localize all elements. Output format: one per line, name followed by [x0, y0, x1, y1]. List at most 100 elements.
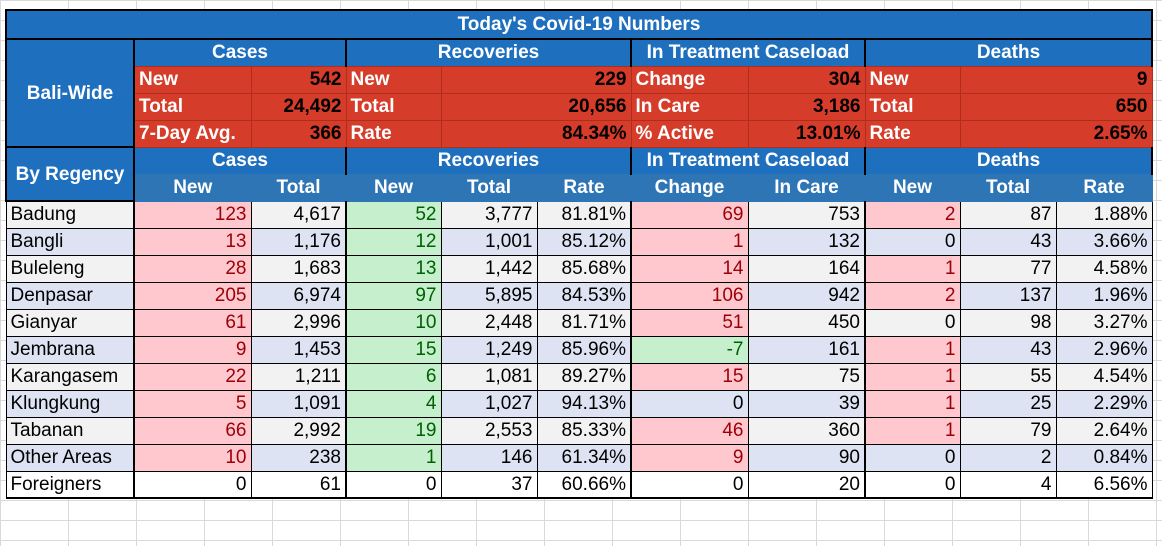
cell-name[interactable]: Tabanan	[5, 416, 135, 445]
subheader-cell[interactable]: Total	[440, 173, 538, 202]
cell-t-care[interactable]: 164	[747, 254, 866, 283]
cell-d-new[interactable]: 1	[864, 416, 961, 445]
cell-name[interactable]: Bangli	[5, 227, 135, 256]
header-treatment[interactable]: In Treatment Caseload	[630, 38, 866, 66]
cell-d-new[interactable]: 0	[864, 227, 961, 256]
cell-r-rate[interactable]: 89.27%	[536, 362, 632, 391]
cell-d-rate[interactable]: 2.29%	[1055, 389, 1153, 418]
subheader-cell[interactable]: New	[864, 173, 961, 202]
cell-r-new[interactable]: 15	[345, 335, 442, 364]
cell-c-total[interactable]: 1,211	[250, 362, 347, 391]
cell-d-total[interactable]: 43	[959, 227, 1057, 256]
cell-d-rate[interactable]: 1.96%	[1055, 281, 1153, 310]
cell-c-new[interactable]: 13	[133, 227, 252, 256]
cell-t-care[interactable]: 161	[747, 335, 866, 364]
subheader-cell[interactable]: In Care	[747, 173, 866, 202]
cell-c-total[interactable]: 6,974	[250, 281, 347, 310]
cell-t-change[interactable]: 1	[630, 227, 749, 256]
header-recoveries-2[interactable]: Recoveries	[345, 146, 632, 174]
cell-t-change[interactable]: 14	[630, 254, 749, 283]
cell-r-rate[interactable]: 85.33%	[536, 416, 632, 445]
cell-r-new[interactable]: 4	[345, 389, 442, 418]
cell-c-new[interactable]: 61	[133, 308, 252, 337]
cell-c-new[interactable]: 22	[133, 362, 252, 391]
cell-r-new[interactable]: 12	[345, 227, 442, 256]
summary-recoveries-value[interactable]: 229	[440, 65, 632, 94]
cell-name[interactable]: Foreigners	[5, 470, 135, 499]
cell-c-total[interactable]: 1,176	[250, 227, 347, 256]
header-treatment-2[interactable]: In Treatment Caseload	[630, 146, 866, 174]
cell-d-new[interactable]: 1	[864, 389, 961, 418]
cell-t-change[interactable]: 69	[630, 200, 749, 229]
cell-name[interactable]: Buleleng	[5, 254, 135, 283]
summary-recoveries-label[interactable]: New	[345, 65, 442, 94]
cell-d-rate[interactable]: 2.64%	[1055, 416, 1153, 445]
cell-r-new[interactable]: 0	[345, 470, 442, 499]
cell-r-total[interactable]: 1,081	[440, 362, 538, 391]
cell-t-change[interactable]: 0	[630, 470, 749, 499]
cell-r-total[interactable]: 1,442	[440, 254, 538, 283]
cell-d-total[interactable]: 2	[959, 443, 1057, 472]
cell-name[interactable]: Other Areas	[5, 443, 135, 472]
cell-d-new[interactable]: 0	[864, 308, 961, 337]
cell-c-total[interactable]: 2,992	[250, 416, 347, 445]
cell-d-new[interactable]: 2	[864, 200, 961, 229]
cell-name[interactable]: Denpasar	[5, 281, 135, 310]
cell-name[interactable]: Jembrana	[5, 335, 135, 364]
cell-c-new[interactable]: 123	[133, 200, 252, 229]
summary-recoveries-label[interactable]: Total	[345, 92, 442, 121]
cell-d-total[interactable]: 137	[959, 281, 1057, 310]
cell-d-new[interactable]: 0	[864, 443, 961, 472]
cell-d-rate[interactable]: 3.66%	[1055, 227, 1153, 256]
summary-treatment-label[interactable]: Change	[630, 65, 749, 94]
summary-deaths-value[interactable]: 9	[959, 65, 1153, 94]
summary-treatment-value[interactable]: 3,186	[747, 92, 866, 121]
cell-r-new[interactable]: 1	[345, 443, 442, 472]
summary-recoveries-label[interactable]: Rate	[345, 119, 442, 148]
cell-r-total[interactable]: 1,027	[440, 389, 538, 418]
cell-c-new[interactable]: 28	[133, 254, 252, 283]
cell-r-new[interactable]: 19	[345, 416, 442, 445]
cell-c-total[interactable]: 2,996	[250, 308, 347, 337]
cell-d-rate[interactable]: 3.27%	[1055, 308, 1153, 337]
table-title[interactable]: Today's Covid-19 Numbers	[5, 9, 1153, 40]
cell-r-rate[interactable]: 85.68%	[536, 254, 632, 283]
cell-r-new[interactable]: 52	[345, 200, 442, 229]
summary-recoveries-value[interactable]: 84.34%	[440, 119, 632, 148]
cell-d-rate[interactable]: 0.84%	[1055, 443, 1153, 472]
cell-t-change[interactable]: 106	[630, 281, 749, 310]
header-deaths[interactable]: Deaths	[864, 38, 1153, 66]
cell-r-rate[interactable]: 81.81%	[536, 200, 632, 229]
cell-r-total[interactable]: 146	[440, 443, 538, 472]
cell-d-total[interactable]: 87	[959, 200, 1057, 229]
cell-t-care[interactable]: 753	[747, 200, 866, 229]
summary-cases-label[interactable]: 7-Day Avg.	[133, 119, 252, 148]
cell-r-rate[interactable]: 94.13%	[536, 389, 632, 418]
cell-d-new[interactable]: 1	[864, 335, 961, 364]
subheader-cell[interactable]: Change	[630, 173, 749, 202]
cell-c-total[interactable]: 1,453	[250, 335, 347, 364]
summary-cases-value[interactable]: 366	[250, 119, 347, 148]
cell-r-total[interactable]: 2,448	[440, 308, 538, 337]
cell-r-total[interactable]: 2,553	[440, 416, 538, 445]
summary-deaths-value[interactable]: 2.65%	[959, 119, 1153, 148]
cell-t-change[interactable]: 0	[630, 389, 749, 418]
cell-c-new[interactable]: 9	[133, 335, 252, 364]
cell-c-total[interactable]: 61	[250, 470, 347, 499]
cell-t-change[interactable]: 15	[630, 362, 749, 391]
cell-d-total[interactable]: 77	[959, 254, 1057, 283]
cell-r-rate[interactable]: 60.66%	[536, 470, 632, 499]
cell-t-care[interactable]: 90	[747, 443, 866, 472]
cell-d-total[interactable]: 43	[959, 335, 1057, 364]
cell-d-total[interactable]: 25	[959, 389, 1057, 418]
summary-deaths-label[interactable]: New	[864, 65, 961, 94]
summary-cases-value[interactable]: 542	[250, 65, 347, 94]
by-regency-label[interactable]: By Regency	[5, 146, 135, 202]
cell-t-care[interactable]: 450	[747, 308, 866, 337]
cell-c-total[interactable]: 4,617	[250, 200, 347, 229]
cell-d-total[interactable]: 79	[959, 416, 1057, 445]
summary-cases-label[interactable]: New	[133, 65, 252, 94]
cell-d-rate[interactable]: 4.58%	[1055, 254, 1153, 283]
cell-c-total[interactable]: 238	[250, 443, 347, 472]
cell-c-new[interactable]: 205	[133, 281, 252, 310]
